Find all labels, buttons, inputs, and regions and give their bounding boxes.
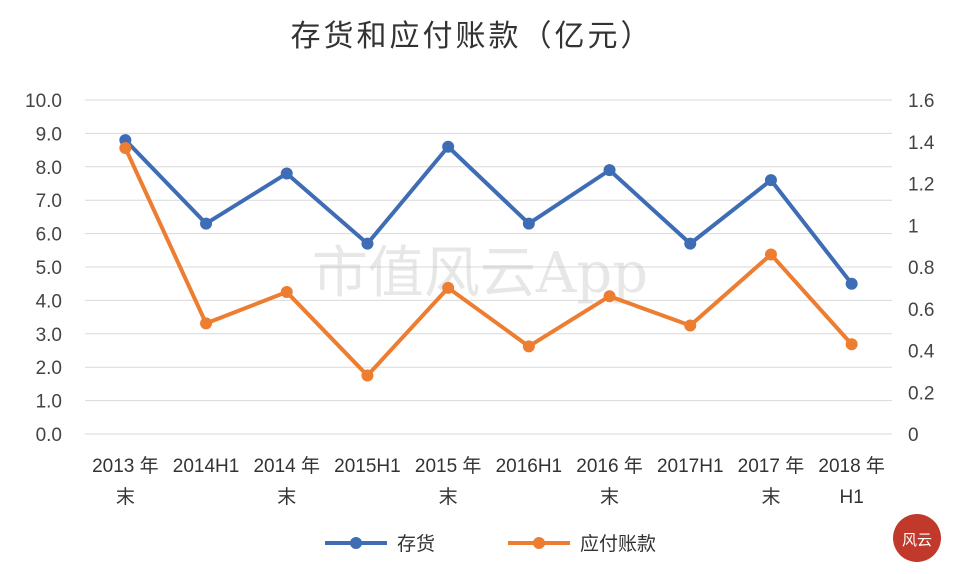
left-tick-label: 10.0 — [25, 91, 62, 112]
series-1-point — [845, 277, 858, 290]
series-2-point — [280, 286, 293, 299]
gridlines — [85, 99, 892, 435]
right-tick-label: 1.4 — [908, 133, 935, 154]
left-axis: 0.0 1.0 2.0 3.0 4.0 5.0 6.0 7.0 8.0 9.0 10.0 — [25, 91, 62, 446]
x-tick-sublabel: 末 — [439, 486, 458, 508]
series-2-point — [200, 317, 213, 330]
x-tick-label: 2017 年 — [738, 455, 805, 477]
legend-label: 应付账款 — [580, 533, 656, 555]
x-tick-sublabel: H1 — [840, 487, 864, 508]
x-tick-sublabel: 末 — [761, 486, 780, 508]
right-tick-label: 0.4 — [908, 342, 935, 363]
x-tick-sublabel: 末 — [277, 486, 296, 508]
left-tick-label: 9.0 — [36, 124, 62, 145]
right-tick-label: 0.2 — [908, 383, 934, 404]
left-tick-label: 0.0 — [36, 425, 62, 446]
left-tick-label: 2.0 — [36, 358, 62, 379]
right-tick-label: 1 — [908, 216, 919, 237]
x-tick-label: 2016 年 — [576, 455, 643, 477]
left-tick-label: 1.0 — [36, 392, 62, 413]
legend: 存货 应付账款 — [325, 533, 656, 555]
series-1-point — [764, 174, 777, 187]
x-tick-label: 2015H1 — [334, 456, 401, 477]
series-2-point — [442, 281, 455, 294]
series-1-point — [361, 237, 374, 250]
legend-swatch-marker — [350, 537, 362, 549]
right-tick-label: 0 — [908, 425, 919, 446]
right-axis: 0 0.2 0.4 0.6 0.8 1 1.2 1.4 1.6 — [908, 91, 935, 446]
series-1-point — [200, 217, 213, 230]
series-2-point — [603, 290, 616, 303]
right-tick-label: 1.6 — [908, 91, 934, 112]
right-tick-label: 0.8 — [908, 258, 934, 279]
left-tick-label: 4.0 — [36, 291, 62, 312]
x-tick-label: 2018 年 — [818, 455, 885, 477]
series-1-point — [684, 237, 697, 250]
series-2-point — [522, 340, 535, 353]
series-2-point — [845, 338, 858, 351]
logo-stamp: 风云 — [893, 514, 941, 562]
series-2-point — [764, 248, 777, 261]
legend-swatch-marker — [533, 537, 545, 549]
legend-label: 存货 — [397, 533, 435, 555]
watermark: 市值风云App — [312, 241, 648, 306]
series-1-point — [603, 164, 616, 177]
chart-title: 存货和应付账款（亿元） — [291, 19, 654, 54]
x-tick-label: 2014H1 — [173, 456, 240, 477]
series-1-point — [522, 217, 535, 230]
series-group — [119, 134, 858, 382]
logo-text: 风云 — [902, 531, 932, 549]
x-tick-label: 2017H1 — [657, 456, 724, 477]
right-tick-label: 0.6 — [908, 300, 934, 321]
left-tick-label: 3.0 — [36, 325, 62, 346]
right-tick-label: 1.2 — [908, 175, 934, 196]
x-tick-label: 2016H1 — [496, 456, 563, 477]
x-tick-label: 2013 年 — [92, 455, 159, 477]
x-tick-label: 2014 年 — [253, 455, 320, 477]
series-2-point — [119, 142, 132, 155]
left-tick-label: 5.0 — [36, 258, 62, 279]
left-tick-label: 6.0 — [36, 225, 62, 246]
series-line-2 — [123, 147, 854, 378]
left-tick-label: 8.0 — [36, 158, 62, 179]
x-tick-sublabel: 末 — [600, 486, 619, 508]
left-tick-label: 7.0 — [36, 191, 62, 212]
x-tick-sublabel: 末 — [116, 486, 135, 508]
series-line-1 — [123, 138, 854, 285]
series-2-point — [361, 369, 374, 382]
x-tick-label: 2015 年 — [415, 455, 482, 477]
series-1-point — [442, 140, 455, 153]
series-2-point — [684, 319, 697, 332]
series-1-point — [280, 167, 293, 180]
